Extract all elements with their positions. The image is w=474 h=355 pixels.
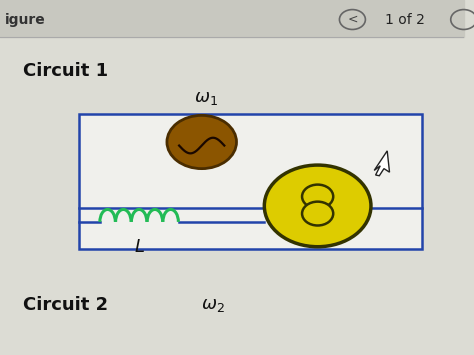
Text: $\omega_2$: $\omega_2$ [201,296,225,314]
Text: Circuit 1: Circuit 1 [23,62,109,80]
Circle shape [264,165,371,247]
Text: <: < [347,13,358,26]
Text: Circuit 2: Circuit 2 [23,296,109,314]
Text: $\omega_1$: $\omega_1$ [194,88,219,106]
Text: $L$: $L$ [134,238,145,256]
Circle shape [167,115,237,169]
Text: igure: igure [5,12,46,27]
Text: 1 of 2: 1 of 2 [385,12,425,27]
Circle shape [302,185,333,208]
Circle shape [302,202,333,225]
Polygon shape [374,151,390,176]
Bar [79,114,422,248]
Bar [0,0,464,37]
